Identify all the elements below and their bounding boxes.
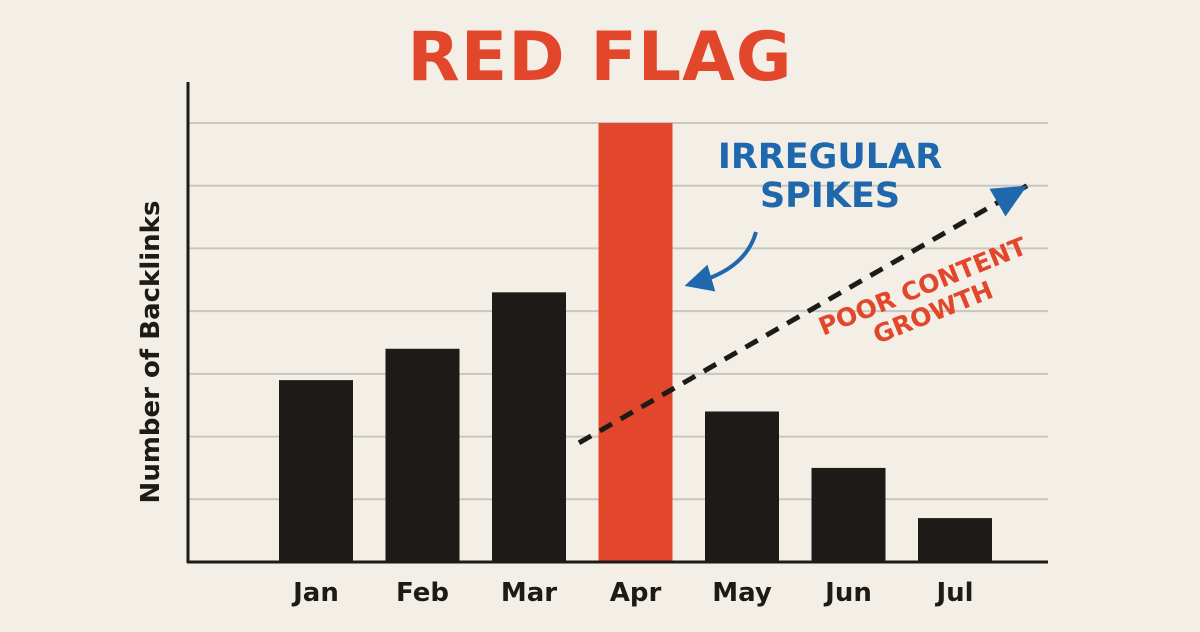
bar-jul: [918, 518, 992, 562]
axes: [186, 82, 1048, 564]
x-tick-label-feb: Feb: [396, 578, 449, 608]
x-tick-label-may: May: [712, 578, 772, 608]
trend-arrowhead-icon: [989, 185, 1027, 217]
x-tick-labels: Jan Feb Mar Apr May Jun Jul: [291, 578, 973, 608]
bar-feb: [385, 348, 460, 562]
bars: [279, 123, 992, 562]
irregular-spikes-callout: IRREGULAR SPIKES: [700, 137, 960, 217]
bar-may: [705, 411, 779, 562]
x-tick-label-jan: Jan: [291, 578, 339, 608]
irregular-spikes-line2: SPIKES: [759, 176, 901, 217]
chart-title: RED FLAG: [407, 18, 793, 97]
x-tick-label-jun: Jun: [823, 578, 872, 608]
x-tick-label-jul: Jul: [934, 578, 973, 608]
spike-pointer-arrow-icon: [684, 231, 758, 292]
x-tick-label-apr: Apr: [610, 578, 662, 608]
bar-jan: [279, 380, 353, 562]
bar-apr: [598, 123, 673, 562]
bar-mar: [492, 292, 566, 562]
annotation-arrows: [577, 183, 1029, 446]
irregular-spikes-line1: IRREGULAR: [717, 137, 943, 177]
y-axis-label: Number of Backlinks: [136, 200, 166, 504]
bar-jun: [811, 467, 886, 562]
x-tick-label-mar: Mar: [501, 578, 557, 608]
